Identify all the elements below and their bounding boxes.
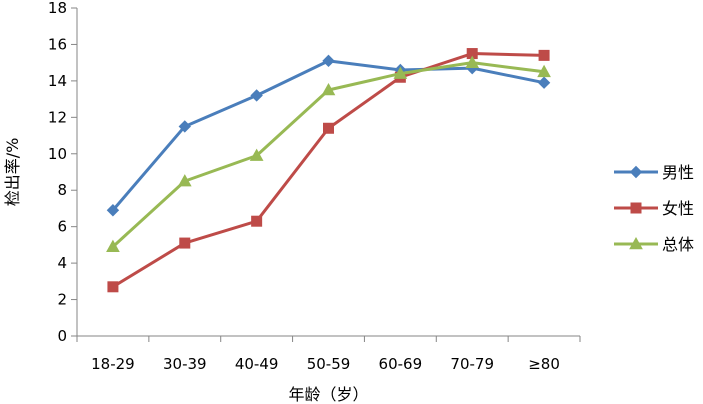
x-axis-title: 年龄（岁） [288,385,368,404]
legend-item: 女性 [614,199,694,218]
data-point [179,237,191,249]
y-axis: 0 2 4 6 8 10 12 14 16 18 [48,0,78,345]
y-tick-label: 0 [57,327,67,345]
y-tick-label: 18 [48,0,67,17]
data-point [465,55,480,68]
y-tick-label: 14 [48,72,67,90]
data-point [322,54,335,68]
legend-label: 总体 [662,235,694,254]
data-point [251,215,263,227]
data-point [323,122,334,134]
x-tick-label: 60-69 [379,355,423,373]
legend-marker [630,202,642,214]
x-tick-label: 70-79 [450,355,494,373]
y-tick-label: 4 [57,254,67,272]
data-point [107,281,119,293]
x-tick-label: 18-29 [91,355,135,373]
legend-marker [629,236,643,250]
data-point [321,82,336,96]
data-point [537,76,551,89]
y-tick-label: 16 [48,35,67,53]
y-tick-label: 2 [57,291,67,309]
data-point [250,89,263,102]
series-3 [106,55,551,253]
y-tick-label: 6 [57,218,67,236]
series-1 [106,54,551,217]
data-point [106,239,120,253]
legend-item: 总体 [614,235,694,254]
data-point [249,148,264,161]
legend-marker [629,165,643,179]
series-layer [106,48,551,293]
y-axis-title: 检出率/% [3,138,22,207]
data-point [393,66,408,79]
y-tick-label: 10 [48,145,67,163]
x-tick-label: ≥80 [528,355,560,373]
x-tick-label: 50-59 [307,355,351,373]
legend-label: 男性 [662,163,694,182]
data-point [106,204,120,217]
data-point [538,49,550,61]
data-point [537,64,551,78]
legend-item: 男性 [614,163,694,182]
x-tick-label: 40-49 [235,355,279,373]
x-tick-label: 30-39 [163,355,207,373]
y-tick-label: 12 [48,108,67,126]
data-point [178,120,191,133]
x-axis: 18-29 30-39 40-49 50-59 60-69 70-79 ≥80 [76,335,581,373]
data-point [177,174,192,187]
legend-label: 女性 [662,199,694,218]
y-tick-label: 8 [57,181,67,199]
